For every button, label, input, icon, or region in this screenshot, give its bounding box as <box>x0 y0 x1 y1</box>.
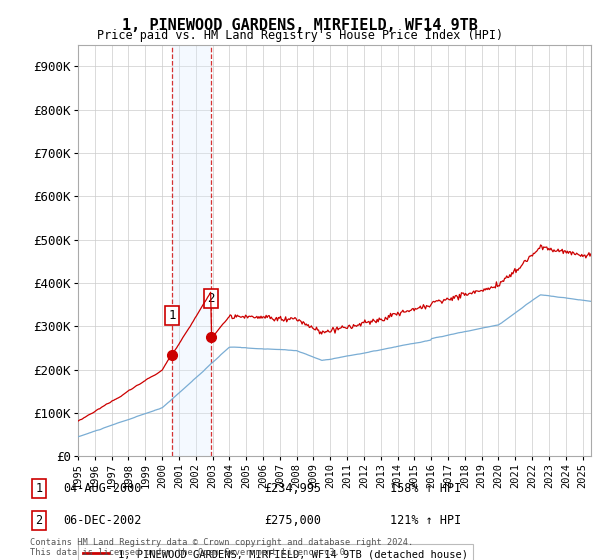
Text: 2: 2 <box>208 292 215 305</box>
Text: 158% ↑ HPI: 158% ↑ HPI <box>390 482 461 495</box>
Legend: 1, PINEWOOD GARDENS, MIRFIELD, WF14 9TB (detached house), HPI: Average price, de: 1, PINEWOOD GARDENS, MIRFIELD, WF14 9TB … <box>78 544 473 560</box>
Text: 06-DEC-2002: 06-DEC-2002 <box>63 514 142 528</box>
Bar <box>172 45 211 456</box>
Text: 04-AUG-2000: 04-AUG-2000 <box>63 482 142 495</box>
Text: 2: 2 <box>35 514 43 528</box>
Text: 1, PINEWOOD GARDENS, MIRFIELD, WF14 9TB: 1, PINEWOOD GARDENS, MIRFIELD, WF14 9TB <box>122 18 478 33</box>
Text: Price paid vs. HM Land Registry's House Price Index (HPI): Price paid vs. HM Land Registry's House … <box>97 29 503 42</box>
Text: 121% ↑ HPI: 121% ↑ HPI <box>390 514 461 528</box>
Text: 1: 1 <box>168 309 176 322</box>
Text: £234,995: £234,995 <box>264 482 321 495</box>
Text: 1: 1 <box>35 482 43 495</box>
Text: Contains HM Land Registry data © Crown copyright and database right 2024.
This d: Contains HM Land Registry data © Crown c… <box>30 538 413 557</box>
Text: £275,000: £275,000 <box>264 514 321 528</box>
